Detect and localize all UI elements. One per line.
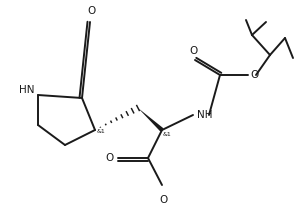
- Text: &1: &1: [97, 129, 106, 134]
- Polygon shape: [138, 108, 164, 132]
- Text: O: O: [159, 195, 167, 205]
- Text: O: O: [87, 6, 95, 16]
- Text: O: O: [106, 153, 114, 163]
- Text: &1: &1: [163, 132, 172, 137]
- Text: O: O: [189, 46, 197, 56]
- Text: O: O: [250, 70, 258, 80]
- Text: NH: NH: [197, 110, 212, 120]
- Text: HN: HN: [19, 85, 35, 95]
